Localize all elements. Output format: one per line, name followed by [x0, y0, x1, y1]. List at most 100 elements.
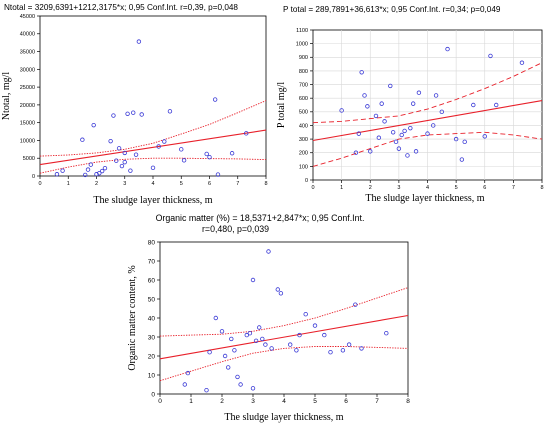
ntotal-data-point — [125, 111, 130, 116]
ntotal-data-point — [99, 168, 105, 174]
ptotal-data-point — [359, 70, 364, 75]
ptotal-y-tick-label: 200 — [299, 151, 308, 157]
organic-y-tick-label: 10 — [148, 372, 156, 379]
ntotal-y-tick-label: 15000 — [20, 121, 35, 127]
ptotal-fit-line — [312, 100, 543, 142]
ntotal-data-point — [167, 109, 173, 114]
organic-data-point — [222, 353, 228, 359]
ntotal-data-point — [229, 151, 235, 156]
ptotal-data-point — [453, 136, 459, 142]
ntotal-chart: Ntotal = 3209,6391+1212,3175*x; 0,95 Con… — [1, 3, 268, 206]
ptotal-x-tick-label: 7 — [512, 185, 515, 191]
ntotal-data-point — [179, 147, 184, 152]
organic-data-point — [213, 315, 218, 321]
ntotal-y-tick-label: 45000 — [20, 14, 35, 20]
organic-data-point — [312, 323, 318, 328]
ntotal-data-point — [111, 113, 116, 118]
ptotal-data-point — [462, 139, 467, 145]
ptotal-data-point — [365, 104, 370, 109]
organic-confidence-band — [159, 287, 409, 382]
organic-plot-frame — [159, 241, 409, 395]
ntotal-x-tick-label: 6 — [208, 181, 211, 187]
ptotal-data-point — [405, 153, 410, 158]
organic-y-tick-label: 20 — [148, 353, 156, 360]
ptotal-y-tick-label: 600 — [299, 96, 308, 102]
organic-data-point — [275, 287, 280, 292]
organic-data-point — [185, 370, 191, 376]
ntotal-data-point — [156, 144, 161, 149]
ntotal-data-point — [97, 170, 102, 176]
ntotal-data-point — [94, 172, 99, 177]
organic-data-point — [250, 386, 256, 391]
ptotal-data-point — [393, 139, 399, 145]
ptotal-title: P total = 289,7891+36,613*x; 0,95 Conf.I… — [283, 5, 501, 14]
ptotal-data-point — [482, 134, 487, 139]
ptotal-data-point — [382, 119, 387, 124]
ptotal-data-point — [362, 93, 367, 98]
organic-chart: Organic matter (%) = 18,5371+2,847*x; 0,… — [127, 213, 410, 423]
organic-data-point — [263, 342, 268, 347]
ntotal-x-label: The sludge layer thickness, m — [93, 195, 212, 206]
ptotal-data-point — [376, 135, 382, 140]
organic-x-tick-label: 3 — [251, 398, 255, 405]
ptotal-data-point — [445, 46, 450, 52]
ptotal-chart: P total = 289,7891+36,613*x; 0,95 Conf.I… — [276, 5, 544, 204]
ntotal-data-point — [82, 172, 88, 178]
organic-data-point — [204, 387, 209, 393]
ntotal-data-point — [54, 172, 60, 177]
ntotal-data-point — [119, 163, 125, 169]
organic-confidence-upper — [159, 287, 409, 337]
organic-x-tick-label: 5 — [313, 398, 317, 405]
ntotal-data-point — [114, 158, 119, 163]
ptotal-y-tick-label: 300 — [299, 137, 308, 143]
ntotal-data-point — [122, 159, 127, 165]
ntotal-data-point — [212, 97, 218, 102]
ntotal-data-point — [131, 110, 136, 115]
ptotal-data-point — [488, 53, 493, 59]
ptotal-y-tick-label: 100 — [299, 164, 308, 170]
organic-y-tick-label: 70 — [148, 258, 156, 265]
ptotal-data-point — [439, 109, 445, 115]
ptotal-data-point — [425, 131, 430, 136]
ptotal-chart-panel: P total = 289,7891+36,613*x; 0,95 Conf.I… — [275, 0, 550, 210]
organic-data-point — [225, 365, 231, 370]
ptotal-data-point — [399, 132, 404, 138]
ntotal-confidence-upper — [39, 100, 267, 157]
organic-data-point — [253, 338, 259, 343]
organic-regression-line — [159, 314, 409, 360]
organic-x-tick-label: 6 — [344, 398, 348, 405]
organic-data-point — [328, 349, 333, 355]
ntotal-y-tick-label: 20000 — [20, 103, 35, 109]
ntotal-data-point — [122, 150, 127, 156]
ptotal-data-point — [408, 125, 413, 131]
ptotal-y-ticks: 0 100 200 300 400 500 600 700 800 900 1000 1100 — [296, 28, 313, 184]
ptotal-data-point — [339, 108, 344, 113]
organic-confidence-lower — [159, 346, 409, 382]
ntotal-data-point — [207, 154, 212, 160]
organic-title-line2: r=0,480, p=0,039 — [202, 224, 269, 234]
ptotal-data-point — [353, 150, 359, 155]
ntotal-data-point — [204, 151, 209, 157]
organic-data-point — [384, 330, 389, 336]
ptotal-data-point — [388, 83, 393, 89]
ptotal-y-tick-label: 700 — [299, 82, 308, 88]
ptotal-x-tick-label: 2 — [369, 185, 372, 191]
ptotal-data-point — [396, 146, 402, 151]
ptotal-y-tick-label: 900 — [299, 55, 308, 61]
ptotal-y-label: P total mg/l — [276, 82, 287, 129]
ptotal-data-points — [339, 46, 525, 162]
organic-fit-line — [159, 314, 409, 360]
ptotal-data-point — [459, 157, 465, 162]
ntotal-y-tick-label: 5000 — [23, 156, 35, 162]
organic-data-point — [266, 249, 271, 254]
ptotal-data-point — [471, 102, 476, 108]
ntotal-data-point — [162, 139, 167, 144]
ntotal-x-tick-label: 5 — [180, 181, 183, 187]
ntotal-y-tick-label: 10000 — [20, 138, 35, 144]
ntotal-data-point — [133, 152, 139, 157]
organic-data-point — [247, 330, 253, 336]
ptotal-y-tick-label: 500 — [299, 110, 308, 116]
organic-data-point — [353, 302, 358, 307]
organic-data-point — [256, 325, 262, 330]
ntotal-chart-panel: Ntotal = 3209,6391+1212,3175*x; 0,95 Con… — [0, 0, 275, 210]
